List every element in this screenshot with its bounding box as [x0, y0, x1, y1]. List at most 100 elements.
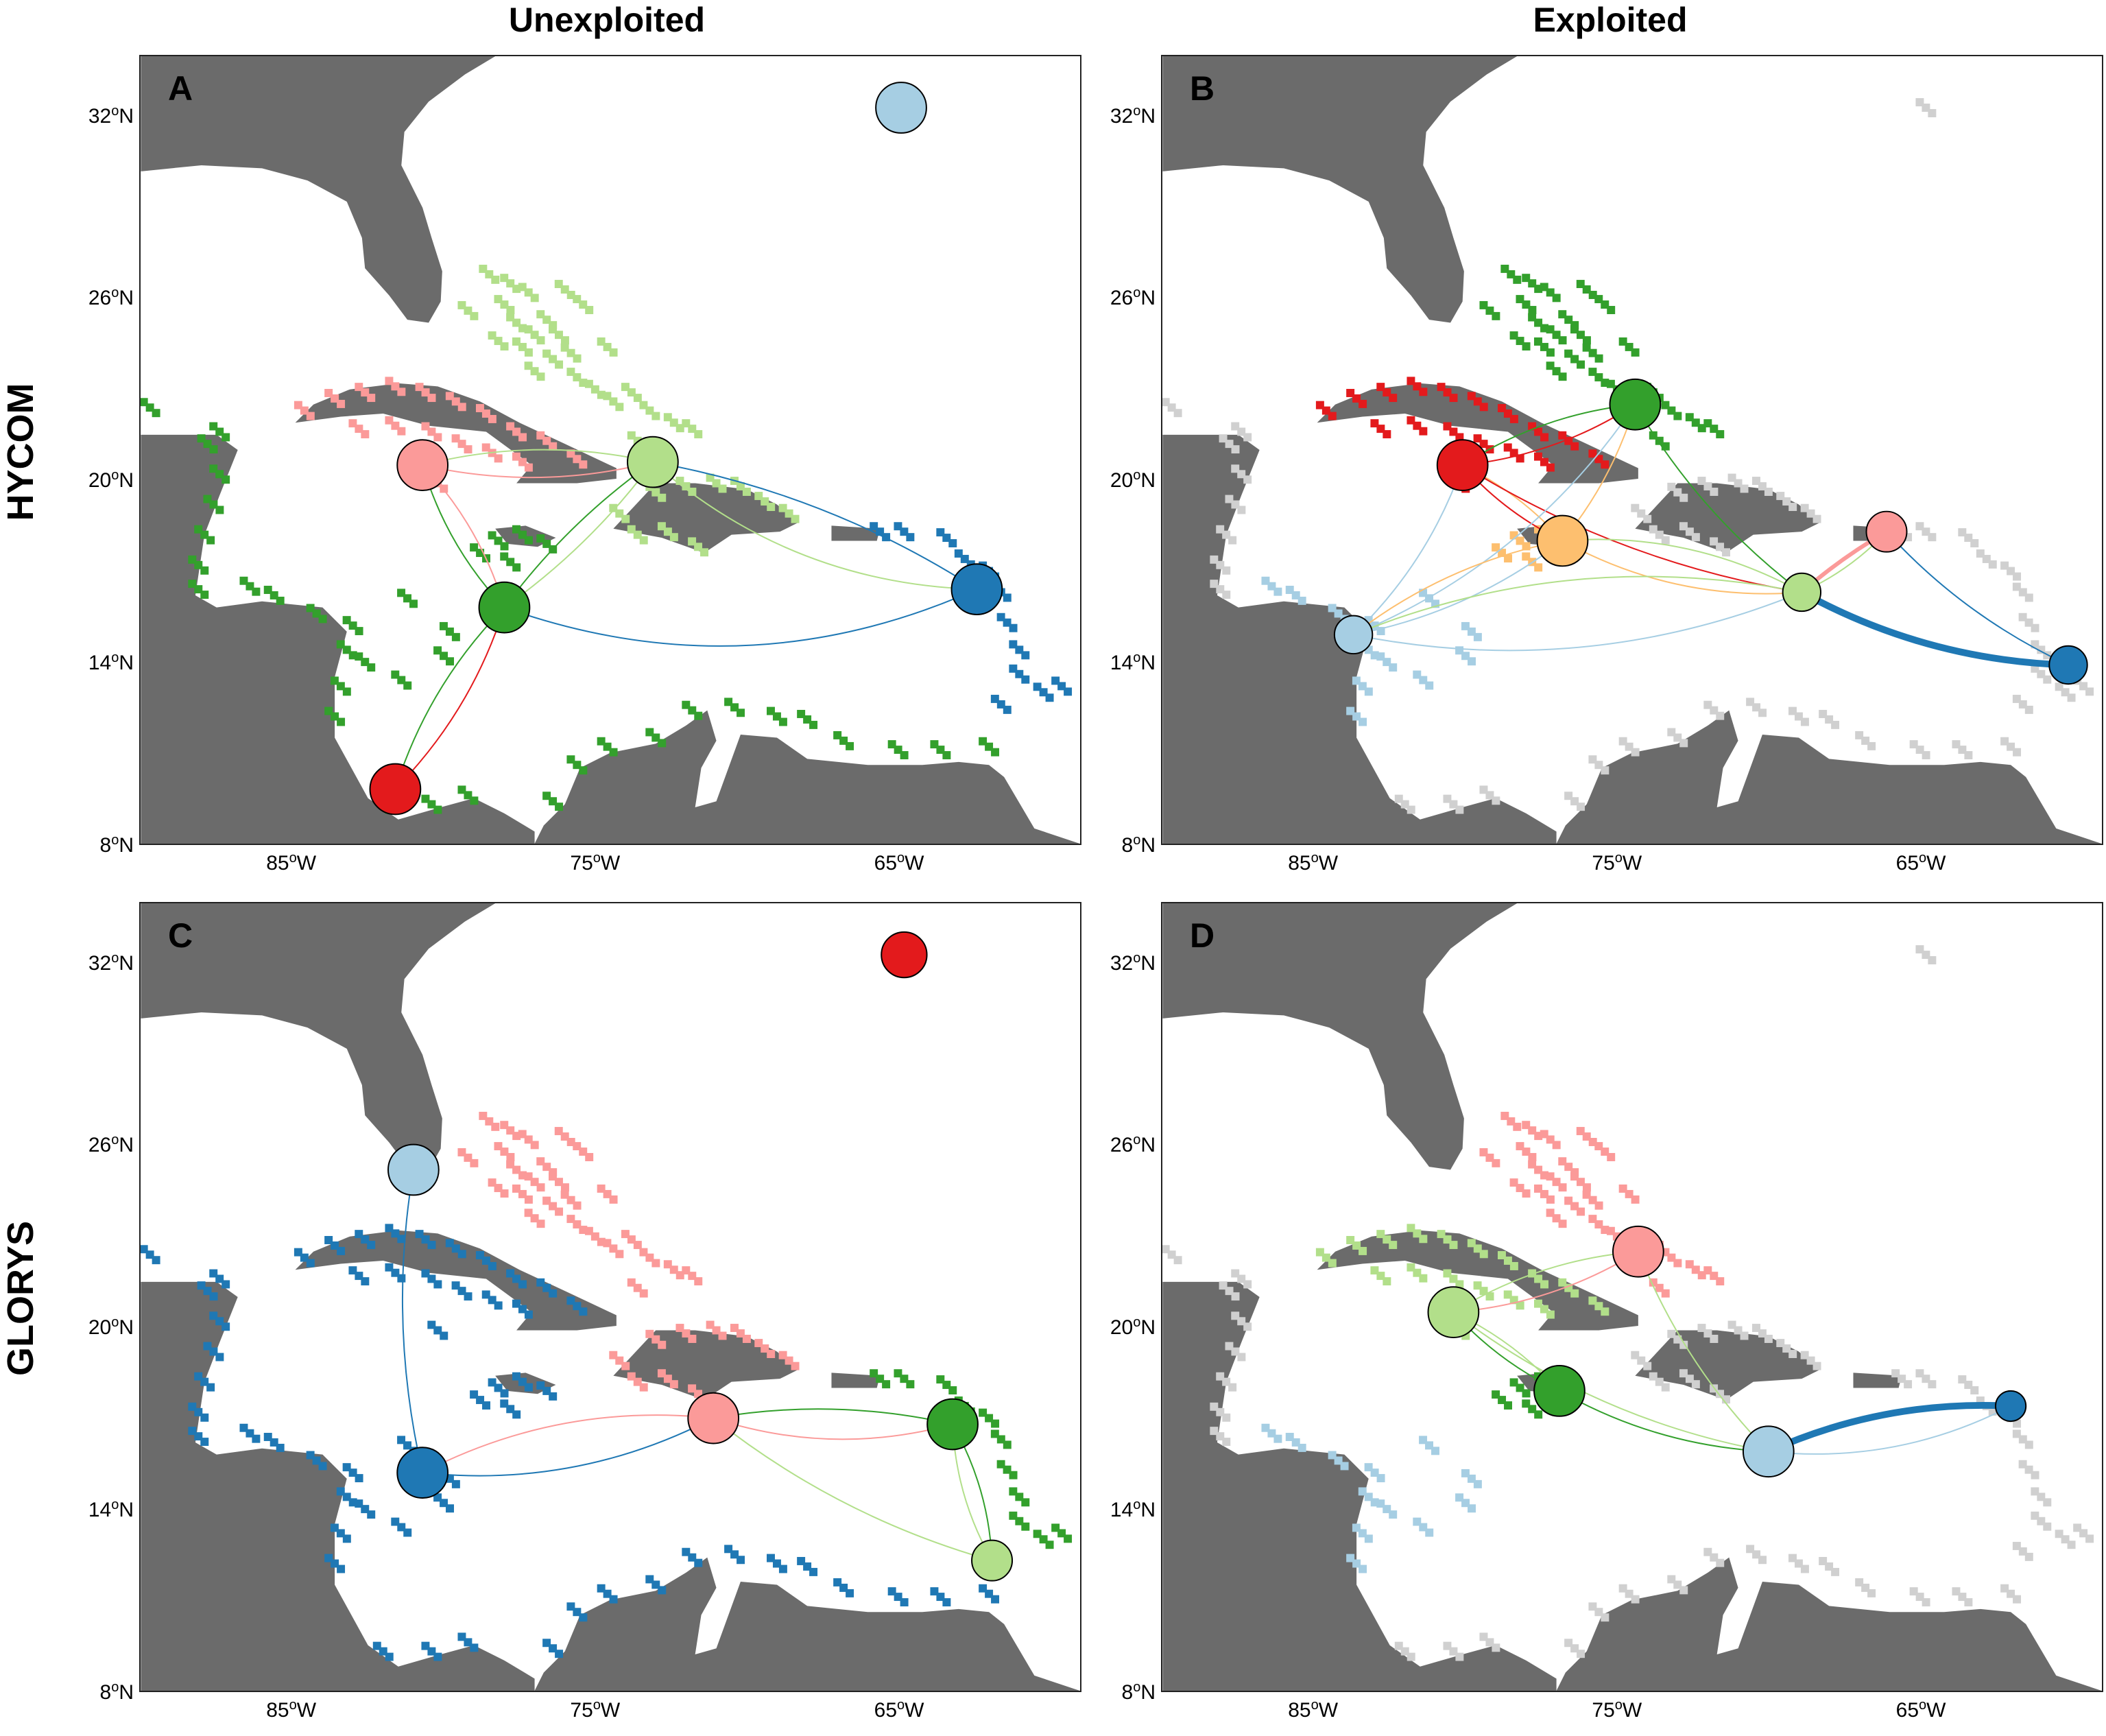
reef-site-yucatan — [200, 1438, 209, 1447]
map-panel-a: A — [139, 55, 1081, 845]
reef-site-bahamas — [1546, 288, 1555, 297]
reef-site-cuba — [391, 382, 400, 391]
reef-site-honduras — [246, 582, 254, 591]
reef-site-southam — [894, 1593, 902, 1602]
reef-site-yucatan — [197, 1281, 206, 1290]
reef-site-honduras — [355, 1499, 363, 1508]
lon-tick-label: 65oW — [1895, 1698, 1946, 1722]
reef-site-cuba — [536, 431, 545, 440]
reef-site-honduras — [439, 621, 448, 630]
reef-site-lesser — [1021, 1522, 1030, 1531]
reef-site-hispaniola — [1806, 1356, 1815, 1365]
reef-site-hispaniola — [1800, 1351, 1809, 1359]
reef-site-cuba — [445, 392, 454, 401]
reef-site-bahamas — [1618, 1184, 1627, 1193]
reef-site-hispaniola — [742, 1335, 751, 1343]
reef-site-bahamas — [1540, 342, 1548, 351]
reef-site-yucatan — [1231, 1311, 1240, 1320]
reef-site-yucatan — [209, 1292, 218, 1301]
reef-site-honduras — [1334, 609, 1343, 618]
reef-site-bahamas — [1594, 1220, 1603, 1229]
reef-site-bahamas — [1601, 1226, 1610, 1235]
reef-site-lesser — [2000, 561, 2009, 570]
reef-site-honduras — [1389, 663, 1398, 672]
reef-site-jamaica — [524, 536, 533, 545]
reef-site-bahamas — [1576, 1127, 1585, 1136]
reef-site-hispaniola — [712, 479, 721, 488]
reef-site-cuba — [1359, 1246, 1367, 1255]
reef-site-lesser — [1982, 554, 1991, 563]
reef-site-hispaniola — [645, 1329, 654, 1338]
reef-site-cuba — [457, 403, 466, 412]
reef-site-southam — [1710, 706, 1719, 715]
reef-site-bahamas — [1513, 275, 1522, 284]
reef-site-honduras — [1425, 681, 1434, 690]
reef-site-cuba — [294, 1248, 302, 1257]
reef-site-bahamas — [603, 392, 612, 401]
reef-site-hispaniola — [1710, 1335, 1719, 1343]
reef-site-jamaica — [470, 543, 479, 552]
reef-site-southam — [985, 742, 994, 751]
reef-site-bahamas — [639, 1289, 648, 1298]
reef-site-bahamas — [566, 1215, 575, 1224]
reef-site-honduras — [1473, 632, 1482, 641]
reef-site-cuba — [1346, 389, 1355, 397]
reef-site-bahamas — [1577, 360, 1586, 369]
reef-site-southam — [1800, 1565, 1809, 1573]
connectivity-edge — [652, 461, 977, 591]
reef-site-bahamas — [518, 1189, 527, 1198]
reef-site-bahamas — [530, 294, 539, 302]
reef-site-cuba — [1449, 1241, 1458, 1250]
reef-site-bahamas — [590, 385, 599, 394]
reef-site-honduras — [331, 712, 339, 721]
lat-tick-label: 26oN — [88, 1132, 134, 1157]
reef-site-cuba — [1534, 1274, 1543, 1283]
reef-site-bahamas — [1558, 1220, 1567, 1228]
land-central — [141, 1281, 535, 1691]
reef-site-southam — [1570, 1644, 1579, 1653]
reef-site-lesser — [1057, 682, 1066, 691]
reef-site-hispaniola — [791, 1362, 800, 1370]
reef-site-bahamas — [1540, 1189, 1548, 1198]
reef-site-bahamas — [1655, 1283, 1664, 1292]
reef-site-southam — [1855, 730, 1864, 739]
community-node — [478, 581, 531, 634]
reef-site-bahamas — [1588, 1196, 1597, 1204]
reef-site-yucatan — [1231, 464, 1240, 473]
reef-site-bahamas — [1546, 1172, 1555, 1181]
reef-site-cuba — [1570, 442, 1579, 451]
reef-site-hispaniola — [736, 482, 745, 490]
reef-site-southam — [1716, 1558, 1725, 1567]
reef-site-cuba — [421, 1235, 430, 1244]
reef-site-honduras — [1328, 604, 1337, 613]
reef-site-honduras — [348, 621, 357, 630]
reef-site-hispaniola — [1679, 493, 1688, 502]
reef-site-southam — [1909, 1587, 1918, 1596]
reef-site-southam — [1625, 1589, 1634, 1598]
reef-site-bahamas — [470, 1158, 479, 1167]
reef-site-bahamas — [536, 1157, 545, 1166]
reef-site-southam — [1922, 751, 1930, 760]
panel-label: B — [1190, 69, 1215, 108]
reef-site-cuba — [1473, 1281, 1482, 1290]
reef-site-honduras — [1364, 1463, 1373, 1472]
reef-site-bahamas — [1594, 1201, 1603, 1210]
reef-site-cuba — [1558, 1278, 1567, 1287]
reef-site-honduras — [348, 1498, 357, 1507]
reef-site-bahamas — [633, 1241, 642, 1250]
reef-site-jamaica — [1533, 525, 1542, 534]
reef-site-southam — [379, 1647, 387, 1656]
reef-site-southam — [542, 1639, 551, 1648]
reef-site-lesser — [2061, 688, 2070, 697]
reef-site-southam — [833, 730, 842, 739]
reef-site-yucatan — [1216, 560, 1225, 569]
reef-site-bahamas — [1516, 295, 1524, 304]
reef-site-bahamas — [494, 1142, 503, 1151]
reef-site-honduras — [355, 627, 363, 636]
reef-site-bahamas — [1582, 1190, 1591, 1199]
reef-site-hispaniola — [651, 1335, 660, 1344]
reef-site-lesser — [1033, 682, 1042, 691]
reef-site-southam — [609, 1595, 618, 1604]
reef-site-cuba — [300, 406, 309, 415]
reef-site-bahamas — [603, 1239, 612, 1248]
